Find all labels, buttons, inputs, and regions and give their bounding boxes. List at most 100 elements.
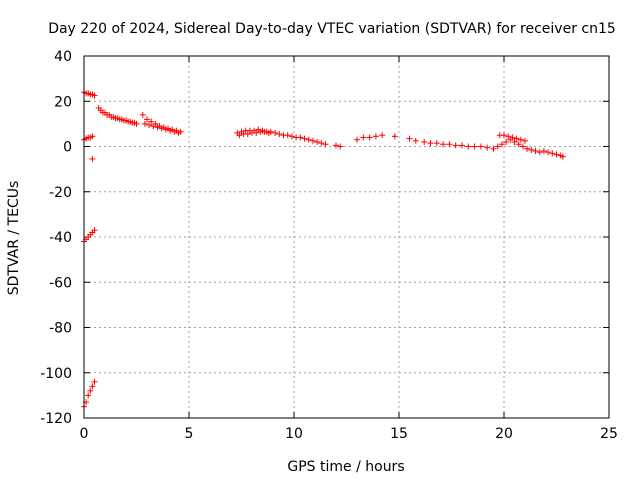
data-point xyxy=(360,134,367,141)
data-point xyxy=(91,227,98,234)
data-point xyxy=(391,133,398,140)
data-point xyxy=(154,124,161,131)
data-point xyxy=(559,153,566,160)
y-tick-label: 40 xyxy=(54,49,72,65)
data-point xyxy=(288,133,295,140)
y-tick-label: -60 xyxy=(49,275,72,291)
data-point xyxy=(322,141,329,148)
data-point xyxy=(87,387,94,394)
y-tick-label: -20 xyxy=(49,185,72,201)
data-point xyxy=(498,141,505,148)
data-point xyxy=(427,140,434,147)
data-point xyxy=(253,129,260,136)
data-point xyxy=(372,133,379,140)
data-point xyxy=(484,144,491,151)
data-point xyxy=(148,118,155,125)
data-point xyxy=(515,141,522,148)
data-point xyxy=(265,129,272,136)
data-point xyxy=(301,135,308,142)
data-point xyxy=(477,143,484,150)
data-point xyxy=(171,128,178,135)
data-point xyxy=(412,137,419,144)
ticks-layer: 0 5 10 15 20 25 -120 -100 -80 -60 -40 -20 0 20 40 xyxy=(40,49,618,442)
data-point xyxy=(131,119,138,126)
data-point xyxy=(553,151,560,158)
data-point xyxy=(236,132,243,139)
y-tick-label: -120 xyxy=(40,411,72,427)
data-point xyxy=(513,135,520,142)
data-point xyxy=(524,145,531,152)
x-tick-label: 5 xyxy=(185,426,194,442)
data-point xyxy=(333,142,339,149)
data-point xyxy=(158,125,165,132)
y-tick-label: -100 xyxy=(40,366,72,382)
data-point xyxy=(139,111,146,118)
data-point xyxy=(519,143,526,150)
data-point xyxy=(89,155,96,162)
plot-frame xyxy=(83,55,610,419)
data-point xyxy=(244,131,251,138)
data-point xyxy=(118,116,125,123)
data-point xyxy=(309,137,316,144)
data-point xyxy=(89,133,96,140)
data-point xyxy=(421,138,428,145)
data-point xyxy=(89,383,96,390)
y-tick-label: -80 xyxy=(49,321,72,337)
data-point xyxy=(102,109,108,116)
data-point xyxy=(540,148,547,155)
data-point xyxy=(91,92,98,99)
data-point xyxy=(503,138,510,145)
data-point xyxy=(175,129,182,136)
y-axis-label: SDTVAR / TECUs xyxy=(6,181,22,296)
data-point xyxy=(162,126,169,133)
data-points xyxy=(81,89,566,410)
x-axis-label: GPS time / hours xyxy=(287,459,404,475)
data-point xyxy=(517,136,524,143)
data-point xyxy=(545,149,552,156)
data-point xyxy=(141,120,148,127)
x-tick-label: 20 xyxy=(495,426,513,442)
data-point xyxy=(366,134,373,141)
data-point xyxy=(511,138,518,145)
x-tick-label: 15 xyxy=(390,426,408,442)
data-point xyxy=(110,114,117,121)
data-point xyxy=(440,141,447,148)
data-point xyxy=(494,143,501,150)
data-point xyxy=(318,140,325,147)
data-point xyxy=(549,150,556,157)
data-point xyxy=(150,123,157,130)
data-point xyxy=(379,132,386,139)
data-point xyxy=(532,148,539,155)
data-point xyxy=(167,127,174,134)
data-point xyxy=(106,111,113,118)
data-point xyxy=(528,146,535,153)
data-point xyxy=(501,132,507,139)
x-tick-label: 25 xyxy=(600,426,618,442)
data-point xyxy=(114,115,121,122)
data-point xyxy=(261,128,268,135)
data-point xyxy=(433,140,440,147)
data-point xyxy=(446,141,453,148)
data-point xyxy=(284,132,291,139)
data-point xyxy=(123,117,129,124)
data-point xyxy=(276,131,283,138)
data-point xyxy=(522,137,528,144)
grid-layer xyxy=(84,56,609,418)
data-point xyxy=(272,129,279,136)
chart-title: Day 220 of 2024, Sidereal Day-to-day VTE… xyxy=(48,21,616,37)
y-tick-label: 0 xyxy=(63,140,72,156)
data-point xyxy=(146,122,153,129)
data-point xyxy=(337,143,344,150)
data-point xyxy=(305,136,312,143)
y-tick-label: 20 xyxy=(54,94,72,110)
data-point xyxy=(85,392,92,399)
data-point xyxy=(354,136,360,143)
data-point xyxy=(509,134,516,141)
data-point xyxy=(144,116,150,123)
data-point xyxy=(97,107,104,114)
y-tick-label: -40 xyxy=(49,230,72,246)
data-point xyxy=(465,143,472,150)
data-point xyxy=(505,133,512,140)
data-point xyxy=(406,135,413,142)
